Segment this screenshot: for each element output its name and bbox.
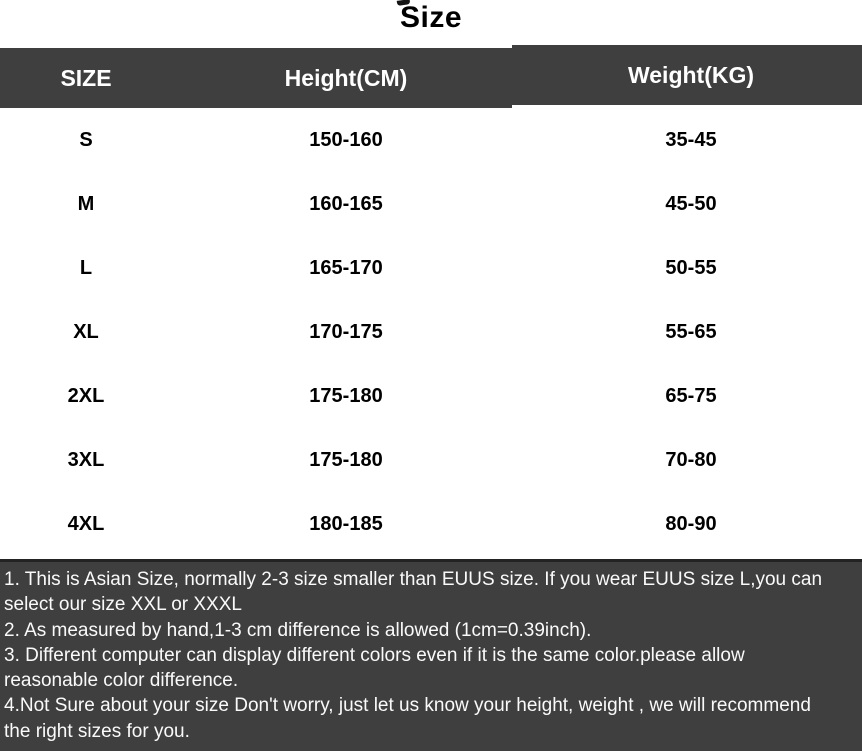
size-table-body: S 150-160 35-45 M 160-165 45-50 L 165-17… [0,108,862,556]
weight-cell: 55-65 [665,321,717,343]
note-line: the right sizes for you. [4,720,190,742]
size-cell: XL [73,321,99,343]
note-line: 3. Different computer can display differ… [4,644,745,666]
table-row: M 160-165 45-50 [0,172,862,236]
size-cell: S [79,129,93,151]
size-cell: M [77,193,95,215]
table-row: XL 170-175 55-65 [0,300,862,364]
column-header-size: SIZE [60,65,112,91]
weight-cell: 45-50 [665,193,717,215]
size-cell: 3XL [67,449,105,471]
height-cell: 180-185 [309,513,383,535]
weight-cell: 80-90 [665,513,717,535]
height-cell: 175-180 [309,449,383,471]
size-cell: L [79,257,93,279]
height-cell: 165-170 [309,257,383,279]
table-header-bar-left [0,48,512,108]
notes-panel: 1. This is Asian Size, normally 2-3 size… [0,559,862,751]
note-line: select our size XXL or XXXL [4,594,242,616]
note-line: 1. This is Asian Size, normally 2-3 size… [4,569,823,590]
weight-cell: 35-45 [665,129,717,151]
height-cell: 175-180 [309,385,383,407]
weight-cell: 70-80 [665,449,717,471]
note-line: 4.Not Sure about your size Don't worry, … [4,695,811,717]
note-line: 2. As measured by hand,1-3 cm difference… [4,619,592,641]
page-title: Size [399,1,463,34]
height-cell: 170-175 [309,321,383,343]
weight-cell: 50-55 [665,257,717,279]
column-header-weight: Weight(KG) [627,62,755,88]
column-header-height: Height(CM) [284,65,408,91]
height-cell: 160-165 [309,193,383,215]
height-cell: 150-160 [309,129,383,151]
size-cell: 4XL [67,513,105,535]
table-row: 4XL 180-185 80-90 [0,492,862,556]
table-row: L 165-170 50-55 [0,236,862,300]
table-row: 2XL 175-180 65-75 [0,364,862,428]
note-line: reasonable color difference. [4,670,239,692]
table-row: 3XL 175-180 70-80 [0,428,862,492]
size-cell: 2XL [67,385,105,407]
weight-cell: 65-75 [665,385,717,407]
table-header-bar-right [512,45,862,105]
table-row: S 150-160 35-45 [0,108,862,172]
